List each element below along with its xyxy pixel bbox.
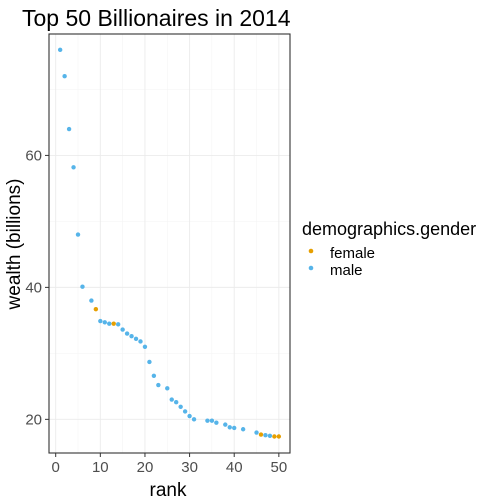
male-point (75, 232, 81, 237)
male-point (66, 126, 72, 132)
legend: demographics.gender female male (302, 219, 476, 279)
male-point (165, 386, 170, 391)
male-point (205, 418, 210, 423)
axis-ticks: 0 10 20 30 40 50 20 40 60 (25, 147, 287, 476)
female-point (93, 306, 99, 312)
x-axis-title: rank (150, 480, 187, 501)
x-tick-label: 10 (92, 459, 109, 476)
male-point (102, 320, 107, 325)
female-point (111, 321, 116, 326)
male-point (267, 433, 273, 439)
male-point (232, 425, 237, 431)
male-point (156, 382, 161, 388)
legend-female-label: female (330, 245, 375, 262)
y-tick-label: 60 (25, 147, 42, 164)
data-points (57, 47, 282, 439)
legend-title: demographics.gender (302, 219, 476, 239)
male-point (89, 298, 94, 303)
male-point (223, 422, 228, 427)
male-point (57, 47, 63, 53)
male-point (182, 409, 188, 414)
male-point (147, 359, 152, 365)
panel-grid (49, 34, 290, 453)
male-point (240, 427, 246, 432)
y-tick-label: 20 (25, 411, 42, 428)
male-point (115, 322, 121, 327)
male-point (151, 373, 157, 378)
male-point (80, 284, 85, 289)
female-point (258, 432, 264, 437)
male-point (214, 420, 219, 425)
male-point (71, 165, 76, 170)
male-point (62, 74, 67, 79)
female-point (276, 434, 282, 439)
male-point (254, 430, 259, 435)
male-point (138, 339, 143, 344)
legend-male-key (308, 265, 314, 271)
panel-border (48, 33, 291, 454)
male-point (263, 432, 268, 438)
legend-male-label: male (330, 262, 363, 279)
male-point (227, 425, 232, 430)
male-point (142, 344, 148, 349)
x-tick-label: 30 (181, 459, 198, 476)
y-tick-label: 40 (25, 279, 42, 296)
male-point (107, 321, 112, 326)
y-axis-title: wealth (billions) (4, 179, 25, 311)
male-point (173, 399, 179, 405)
male-point (178, 404, 183, 410)
female-point (272, 434, 277, 439)
chart-title: Top 50 Billionaires in 2014 (22, 5, 291, 31)
x-tick-label: 20 (137, 459, 154, 476)
male-point (124, 331, 130, 336)
x-tick-label: 50 (270, 459, 287, 476)
male-point (209, 418, 215, 423)
legend-female-key (308, 248, 314, 254)
x-tick-label: 0 (52, 459, 60, 476)
x-tick-label: 40 (226, 459, 243, 476)
male-point (191, 417, 197, 422)
male-point (169, 397, 174, 402)
male-point (98, 318, 103, 324)
male-point (133, 336, 139, 342)
male-point (120, 327, 125, 332)
male-point (129, 334, 134, 339)
male-point (187, 413, 192, 419)
